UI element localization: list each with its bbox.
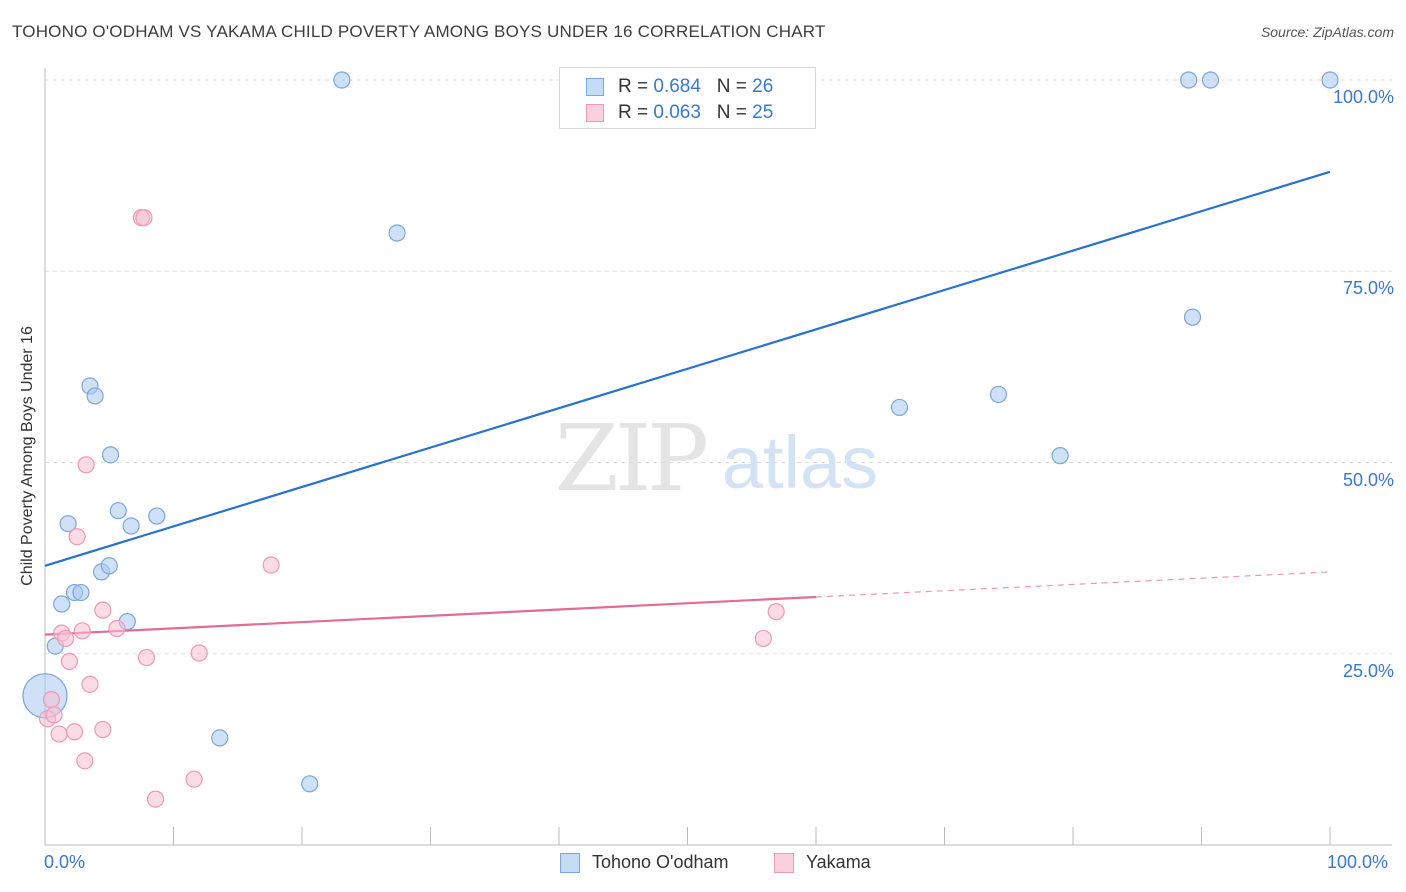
n-value: 26 (752, 76, 774, 97)
n-value: 25 (752, 102, 774, 123)
yakama-point (68, 528, 86, 546)
yakama-point (76, 752, 94, 770)
yakama-point (262, 556, 280, 574)
yakama-point (65, 723, 84, 741)
yakama-point (94, 720, 112, 739)
watermark-zip: ZIP (555, 405, 706, 512)
watermark: ZIP atlas (555, 405, 878, 512)
yakama-point (94, 601, 112, 619)
tohono-point (890, 398, 909, 417)
stats-text-tohono: R = 0.684 N = 26 (618, 76, 773, 98)
tohono-point (211, 729, 229, 747)
n-label: N = (716, 102, 753, 123)
r-label: R = (618, 102, 654, 123)
y-tick-label: 100.0% (1332, 87, 1394, 107)
tohono-point (1180, 71, 1198, 89)
yakama-point (767, 603, 785, 621)
trend-line-yakama (44, 595, 817, 636)
yakama-point (146, 790, 165, 808)
tohono-point (109, 502, 127, 520)
yakama-point (56, 629, 75, 648)
yakama-point (81, 675, 99, 693)
tohono-legend-swatch (560, 853, 580, 873)
tohono-point (59, 515, 77, 533)
yakama-point (137, 648, 156, 667)
stats-legend: R = 0.684 N = 26 R = 0.063 N = 25 (559, 67, 816, 129)
tohono-point (1321, 71, 1339, 89)
y-tick-label: 50.0% (1342, 469, 1394, 490)
tohono-point (388, 224, 406, 242)
chart-title: TOHONO O'ODHAM VS YAKAMA CHILD POVERTY A… (12, 22, 826, 41)
tohono-point (148, 507, 166, 525)
trend-line-tohono (44, 170, 1331, 567)
gridlines (45, 79, 1392, 655)
tohono-point (53, 595, 71, 613)
trend-lines (44, 170, 1331, 636)
source-label: Source: ZipAtlas.com (1260, 24, 1394, 40)
tohono-point (101, 446, 120, 464)
tohono-point (333, 71, 351, 89)
tohono-point (1183, 308, 1202, 326)
tohono-point (86, 387, 104, 405)
yakama-legend-swatch (774, 853, 794, 873)
legend-label-tohono: Tohono O'odham (592, 852, 729, 872)
stats-text-yakama: R = 0.063 N = 25 (618, 102, 773, 124)
n-label: N = (716, 76, 753, 97)
tohono-point (100, 557, 118, 575)
y-tick-label: 75.0% (1342, 278, 1394, 299)
tohono-point (122, 517, 140, 535)
axes (44, 68, 1392, 846)
tohono-point (1201, 71, 1220, 89)
legend-label-yakama: Yakama (806, 852, 871, 872)
y-tick-label: 25.0% (1342, 660, 1394, 681)
tohono-point (301, 775, 319, 793)
yakama-point (185, 770, 203, 788)
trend-line-dashed-yakama (815, 571, 1331, 598)
tohono-swatch (586, 78, 604, 96)
yakama-point (754, 629, 772, 648)
r-value: 0.684 (653, 76, 701, 97)
r-value: 0.063 (653, 102, 701, 123)
tohono-point (1051, 447, 1069, 465)
yakama-point (42, 691, 61, 709)
yakama-swatch (586, 104, 604, 122)
x-tick-label: 100.0% (1327, 852, 1389, 872)
tohono-point (72, 583, 90, 602)
yakama-point (50, 725, 68, 743)
yakama-point (190, 644, 208, 662)
x-tick-label: 0.0% (44, 852, 86, 872)
yakama-point (45, 706, 63, 724)
yakama-point (135, 209, 153, 227)
tohono-point (989, 385, 1008, 404)
data-points (22, 71, 1339, 808)
yakama-point (60, 652, 79, 671)
r-label: R = (618, 76, 654, 97)
yakama-point (108, 619, 126, 638)
yakama-point (77, 456, 95, 474)
yakama-point (73, 622, 91, 640)
